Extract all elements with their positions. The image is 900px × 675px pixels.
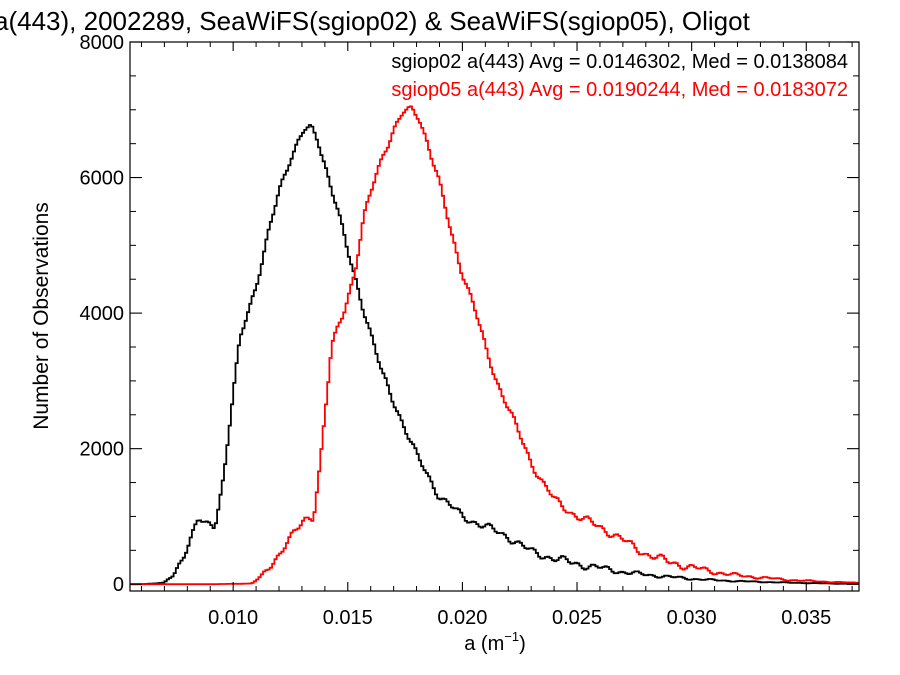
series-line-sgiop02: [130, 124, 859, 586]
x-tick-label: 0.015: [323, 607, 373, 629]
x-tick-label: 0.020: [437, 607, 487, 629]
x-tick-label: 0.030: [667, 607, 717, 629]
y-tick-label: 4000: [80, 303, 125, 325]
y-tick-label: 2000: [80, 439, 125, 461]
x-axis-label-superscript: −1: [504, 629, 519, 644]
plot-frame: [129, 41, 860, 592]
x-tick-label: 0.010: [208, 607, 258, 629]
y-tick-label: 6000: [80, 168, 125, 190]
y-tick-label: 0: [113, 574, 124, 596]
series-line-sgiop05: [130, 105, 859, 586]
x-tick-label: 0.035: [781, 607, 831, 629]
legend-entry-sgiop05: sgiop05 a(443) Avg = 0.0190244, Med = 0.…: [391, 79, 848, 101]
x-axis-label: a (m−1): [464, 629, 526, 655]
y-axis-label: Number of Observations: [30, 202, 53, 430]
legend-entry-sgiop02: sgiop02 a(443) Avg = 0.0146302, Med = 0.…: [391, 51, 848, 73]
x-tick-label: 0.025: [552, 607, 602, 629]
y-tick-label: 8000: [80, 32, 125, 54]
x-axis-label-text: a (m: [464, 633, 504, 655]
series-layer: [130, 105, 859, 586]
axis-layer: 0.010 0.015 0.020 0.025 0.030 0.035 0 2000 4000 6…: [80, 32, 859, 629]
chart-title: a(443), 2002289, SeaWiFS(sgiop02) & SeaW…: [0, 6, 751, 36]
x-axis-label-close: ): [519, 633, 526, 655]
